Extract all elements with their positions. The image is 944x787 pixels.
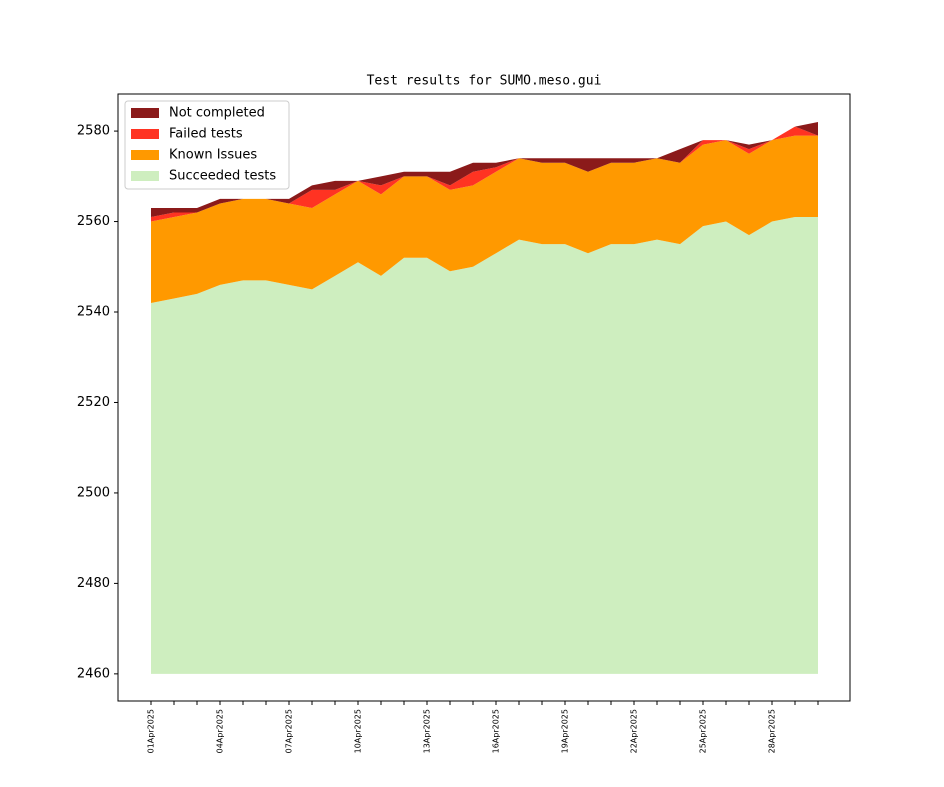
legend: Not completed Failed tests Known Issues Suc… <box>124 100 290 190</box>
x-tick-label: 25Apr2025 <box>699 709 708 753</box>
legend-label: Failed tests <box>169 127 243 142</box>
legend-swatch <box>131 150 159 160</box>
legend-swatch <box>131 129 159 139</box>
x-tick-label: 28Apr2025 <box>768 709 777 753</box>
x-tick-label: 22Apr2025 <box>630 709 639 753</box>
legend-swatch <box>131 108 159 118</box>
legend-label: Known Issues <box>169 148 257 163</box>
y-tick-label: 2580 <box>77 124 110 139</box>
legend-label: Not completed <box>169 106 265 121</box>
x-tick-label: 10Apr2025 <box>354 709 363 753</box>
area <box>151 126 818 222</box>
y-tick-label: 2560 <box>77 214 110 229</box>
legend-swatch <box>131 171 159 181</box>
y-tick-label: 2480 <box>77 576 110 591</box>
legend-box <box>124 100 290 190</box>
chart-title: Test results for SUMO.meso.gui <box>367 74 602 89</box>
area <box>151 135 818 303</box>
area <box>151 122 818 218</box>
axes-frame <box>117 93 851 702</box>
y-tick-label: 2500 <box>77 485 110 500</box>
y-tick-label: 2520 <box>77 395 110 410</box>
x-tick-label: 07Apr2025 <box>285 709 294 753</box>
y-tick-label: 2540 <box>77 305 110 320</box>
plot-area <box>151 122 818 674</box>
x-tick-label: 19Apr2025 <box>561 709 570 753</box>
x-tick-label: 13Apr2025 <box>423 709 432 753</box>
legend-label: Succeeded tests <box>169 169 276 184</box>
x-tick-label: 16Apr2025 <box>492 709 501 753</box>
area <box>151 217 818 674</box>
y-tick-label: 2460 <box>77 666 110 681</box>
x-tick-label: 01Apr2025 <box>147 709 156 753</box>
x-tick-label: 04Apr2025 <box>216 709 225 753</box>
